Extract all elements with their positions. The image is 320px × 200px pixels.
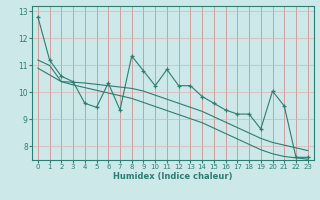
X-axis label: Humidex (Indice chaleur): Humidex (Indice chaleur) bbox=[113, 172, 233, 181]
